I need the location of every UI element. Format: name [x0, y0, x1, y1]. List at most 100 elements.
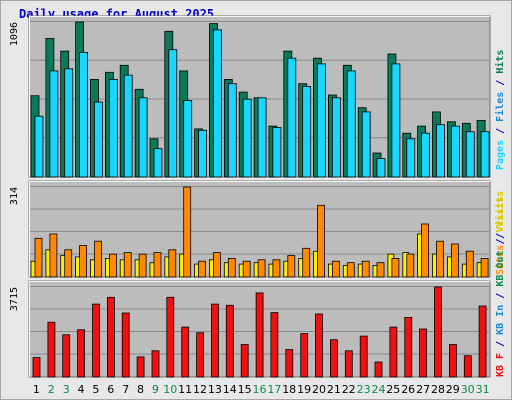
bar-visits-sites-sites-24: [376, 262, 385, 278]
bar-kb-kb-f-21: [329, 339, 338, 378]
bar-hits-files-pages-files-29: [450, 125, 460, 178]
legend-kb: KB F / KB In / KB Out / Visits: [494, 196, 506, 377]
x-tick-label-29: 29: [446, 383, 460, 396]
bar-kb-kb-f-28: [434, 286, 442, 378]
bar-hits-files-pages-files-6: [109, 79, 118, 178]
x-tick-label-8: 8: [137, 383, 144, 396]
x-tick-label-13: 13: [208, 383, 222, 396]
bar-kb-kb-f-27: [419, 328, 428, 378]
bar-hits-files-pages-files-26: [406, 138, 416, 178]
bar-visits-sites-sites-5: [94, 240, 102, 278]
bar-visits-sites-sites-22: [346, 262, 355, 278]
bar-hits-files-pages-files-2: [49, 70, 59, 178]
bar-visits-sites-sites-27: [421, 223, 430, 278]
bar-kb-kb-f-31: [478, 305, 487, 378]
bar-visits-sites-sites-1: [34, 237, 43, 278]
bar-hits-files-pages-files-27: [421, 132, 431, 178]
x-tick-label-11: 11: [178, 383, 192, 396]
bar-kb-kb-f-14: [225, 304, 234, 378]
x-tick-label-27: 27: [416, 383, 430, 396]
bar-hits-files-pages-files-25: [391, 63, 401, 178]
x-tick-label-2: 2: [48, 383, 55, 396]
bar-hits-files-pages-files-7: [123, 74, 133, 178]
x-tick-label-3: 3: [63, 383, 70, 396]
x-tick-label-15: 15: [238, 383, 252, 396]
bar-visits-sites-sites-13: [213, 252, 221, 278]
y-max-label-1: 1096: [9, 22, 20, 46]
bar-kb-kb-f-13: [211, 303, 219, 378]
bar-visits-sites-sites-21: [331, 260, 340, 278]
bar-visits-sites-sites-11: [183, 186, 192, 278]
bar-hits-files-pages-files-17: [272, 127, 282, 178]
y-max-label-3: 3715: [9, 287, 20, 311]
bar-hits-files-pages-files-24: [376, 158, 386, 178]
bar-hits-files-pages-files-15: [242, 98, 252, 178]
x-tick-label-6: 6: [107, 383, 114, 396]
bar-visits-sites-sites-3: [64, 249, 73, 278]
bar-kb-kb-f-6: [107, 296, 115, 378]
bar-kb-kb-f-7: [121, 312, 130, 378]
x-tick-label-18: 18: [282, 383, 296, 396]
bar-visits-sites-sites-15: [242, 260, 251, 278]
bar-hits-files-pages-files-28: [436, 124, 445, 178]
bar-kb-kb-f-24: [374, 361, 383, 378]
bar-visits-sites-sites-31: [480, 257, 489, 278]
bar-kb-kb-f-30: [463, 355, 472, 378]
bar-kb-kb-f-5: [92, 303, 100, 378]
bar-visits-sites-sites-7: [123, 252, 132, 278]
x-tick-label-14: 14: [223, 383, 237, 396]
bar-kb-kb-f-1: [32, 357, 41, 378]
bar-visits-sites-sites-9: [153, 252, 162, 278]
bar-kb-kb-f-17: [270, 312, 279, 378]
bar-visits-sites-sites-20: [317, 204, 325, 278]
x-tick-label-31: 31: [476, 383, 490, 396]
bar-hits-files-pages-files-21: [331, 97, 341, 178]
bar-kb-kb-f-3: [62, 334, 71, 378]
bar-visits-sites-sites-14: [227, 257, 236, 278]
y-max-label-2: 314: [9, 187, 20, 205]
x-tick-label-21: 21: [327, 383, 341, 396]
x-tick-label-1: 1: [33, 383, 40, 396]
bar-hits-files-pages-files-10: [168, 49, 178, 178]
bar-hits-files-pages-files-11: [183, 100, 193, 178]
bar-hits-files-pages-files-4: [79, 52, 88, 178]
bar-hits-files-pages-files-30: [465, 131, 475, 178]
bar-visits-sites-sites-30: [465, 250, 474, 278]
bar-kb-kb-f-22: [344, 350, 353, 378]
bar-visits-sites-sites-19: [302, 247, 311, 278]
x-tick-label-26: 26: [401, 383, 415, 396]
x-tick-label-5: 5: [92, 383, 99, 396]
bar-hits-files-pages-files-16: [257, 97, 267, 178]
bar-visits-sites-sites-17: [272, 259, 281, 278]
bar-hits-files-pages-files-19: [302, 86, 312, 178]
bar-visits-sites-sites-18: [287, 255, 296, 278]
bar-hits-files-pages-files-8: [138, 97, 148, 178]
bar-kb-kb-f-18: [285, 349, 294, 378]
bar-hits-files-pages-files-22: [346, 70, 356, 178]
bar-hits-files-pages-files-12: [198, 129, 208, 178]
bar-kb-kb-f-9: [151, 350, 160, 378]
bar-visits-sites-sites-4: [79, 245, 87, 278]
bar-kb-kb-f-2: [47, 321, 56, 378]
x-tick-label-19: 19: [297, 383, 311, 396]
bar-visits-sites-sites-8: [138, 253, 147, 278]
bar-visits-sites-sites-29: [450, 243, 459, 278]
bar-hits-files-pages-files-23: [361, 111, 371, 178]
bar-kb-kb-f-15: [240, 344, 249, 378]
x-tick-label-10: 10: [163, 383, 177, 396]
x-tick-label-22: 22: [342, 383, 356, 396]
bar-kb-kb-f-23: [359, 335, 368, 378]
x-tick-label-4: 4: [78, 383, 85, 396]
x-tick-label-23: 23: [357, 383, 371, 396]
bar-kb-kb-f-25: [389, 326, 398, 378]
x-tick-label-28: 28: [431, 383, 445, 396]
bar-hits-files-pages-files-5: [94, 101, 103, 178]
bar-hits-files-pages-files-14: [227, 83, 237, 178]
bar-kb-kb-f-4: [77, 329, 85, 378]
bar-kb-kb-f-19: [300, 333, 309, 378]
bar-visits-sites-sites-26: [406, 253, 415, 278]
legend-visits-sites: Sites / Visits: [494, 191, 506, 275]
bar-visits-sites-sites-6: [109, 253, 117, 278]
x-tick-label-30: 30: [461, 383, 475, 396]
